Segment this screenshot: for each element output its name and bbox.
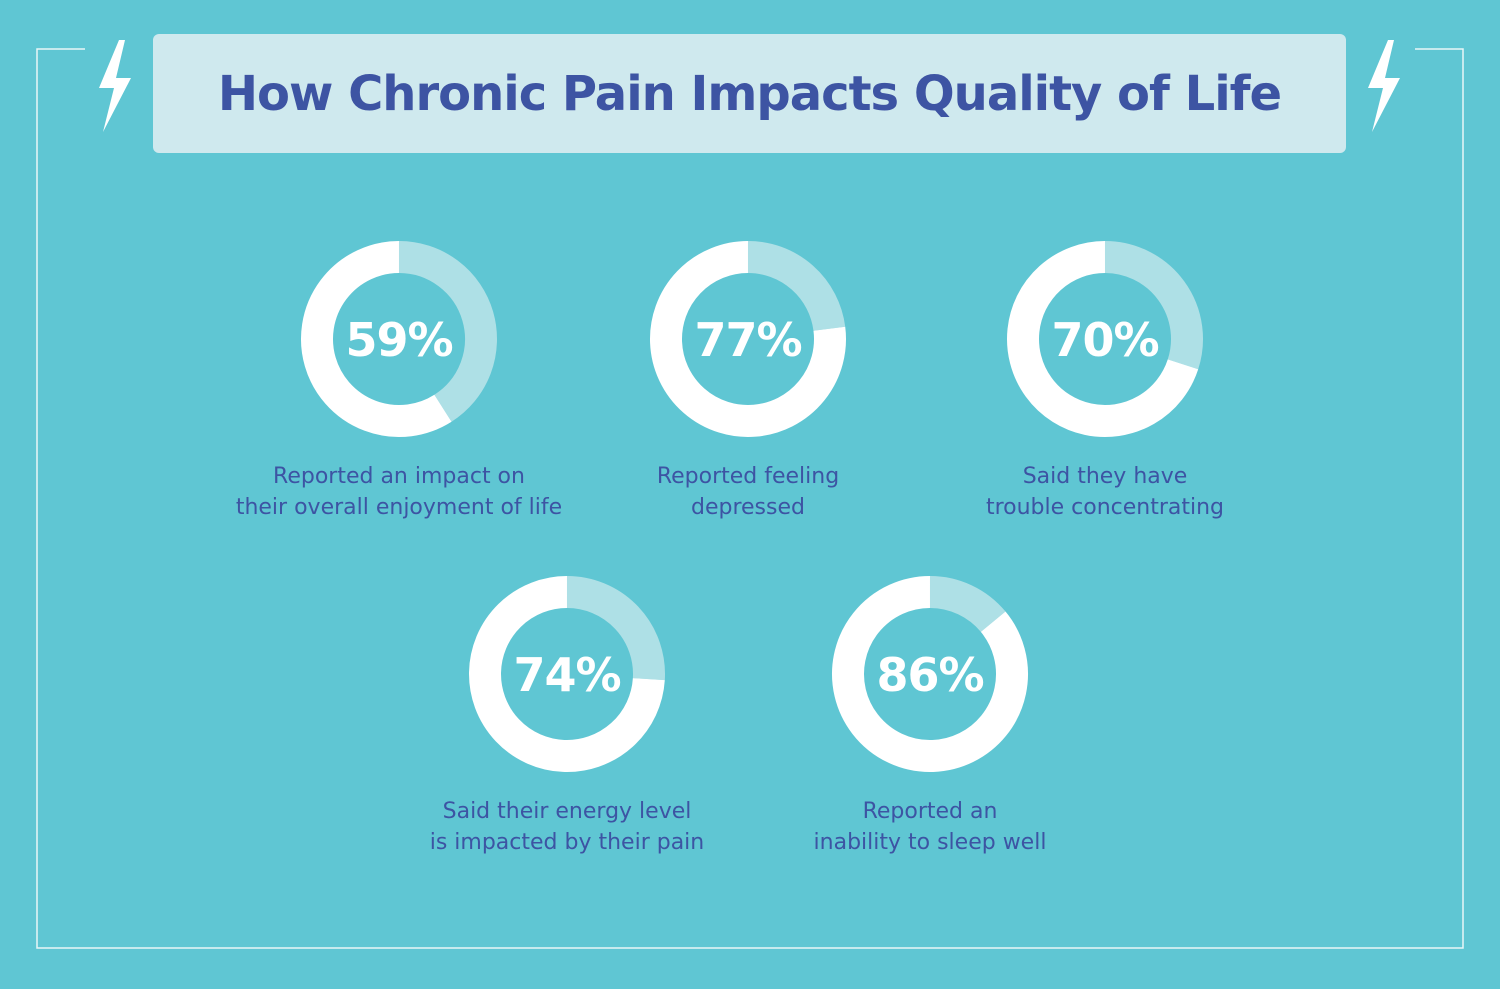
page-title: How Chronic Pain Impacts Quality of Life <box>217 65 1282 122</box>
donut-percent-label: 86% <box>876 648 983 702</box>
caption-line: Reported feeling <box>656 464 840 489</box>
donut-caption: Reported an inability to sleep well <box>740 796 1120 858</box>
donut-caption: Said their energy level is impacted by th… <box>377 796 757 858</box>
caption-line: Reported an <box>862 799 998 824</box>
donut-value-arc <box>469 576 665 772</box>
caption-line: their overall enjoyment of life <box>235 495 563 520</box>
title-banner: How Chronic Pain Impacts Quality of Life <box>153 34 1346 153</box>
donut-percent-label: 70% <box>1051 313 1158 367</box>
donut-caption: Reported feeling depressed <box>558 461 938 523</box>
donut-remainder-arc <box>747 241 846 332</box>
lightning-bolt-icon <box>99 40 131 132</box>
donut-chart-86: 86% <box>832 576 1028 772</box>
donut-remainder-arc <box>566 576 665 681</box>
donut-value-arc <box>1007 241 1199 437</box>
lightning-bolt-icon <box>1368 40 1400 132</box>
donut-chart-70: 70% <box>1007 241 1203 437</box>
donut-chart-74: 74% <box>469 576 665 772</box>
donut-remainder-arc <box>1104 241 1203 370</box>
donut-chart-77: 77% <box>650 241 846 437</box>
donut-value-arc <box>832 576 1028 772</box>
caption-line: Said their energy level <box>442 799 692 824</box>
donut-chart-59: 59% <box>301 241 497 437</box>
donut-percent-label: 77% <box>694 313 801 367</box>
donut-remainder-arc <box>398 241 497 422</box>
donut-value-arc <box>650 241 846 437</box>
donut-value-arc <box>301 241 452 437</box>
donut-percent-label: 59% <box>345 313 452 367</box>
caption-line: depressed <box>691 495 805 520</box>
donut-remainder-arc <box>929 576 1006 633</box>
caption-line: inability to sleep well <box>813 830 1047 855</box>
donut-caption: Reported an impact on their overall enjoy… <box>209 461 589 523</box>
caption-line: is impacted by their pain <box>429 830 705 855</box>
caption-line: Reported an impact on <box>273 464 525 489</box>
caption-line: trouble concentrating <box>985 495 1225 520</box>
donut-percent-label: 74% <box>513 648 620 702</box>
donut-caption: Said they have trouble concentrating <box>915 461 1295 523</box>
caption-line: Said they have <box>1022 464 1188 489</box>
